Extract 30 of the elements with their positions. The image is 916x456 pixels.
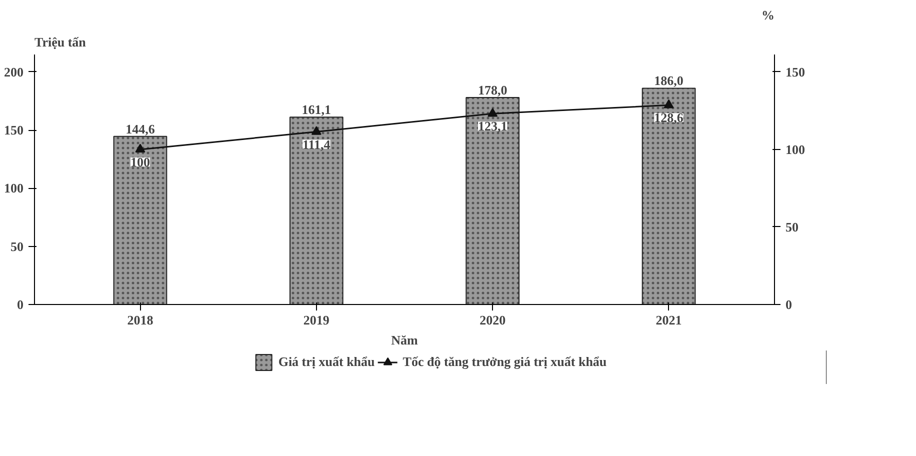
data-label: 123,1 xyxy=(478,118,508,134)
x-tick-label: 2020 xyxy=(480,312,506,328)
data-label: 178,0 xyxy=(478,82,508,98)
point xyxy=(311,126,322,135)
legend-label: Giá trị xuất khẩu xyxy=(278,354,375,370)
point xyxy=(488,108,498,117)
data-label: 186,0 xyxy=(654,73,684,88)
y-tick-label: 150 xyxy=(4,122,24,138)
y-axis-title: Triệu tấn xyxy=(34,34,87,50)
y2-tick-label: 100 xyxy=(786,142,805,157)
data-label: 144,6 xyxy=(126,121,156,136)
y2-tick-label: 0 xyxy=(786,297,792,312)
y-tick-label: 100 xyxy=(4,180,24,196)
data-label: 128,6 xyxy=(654,110,684,126)
data-label: 111,4 xyxy=(302,136,331,152)
y-tick-label: 0 xyxy=(17,297,24,312)
y2-tick-label: 50 xyxy=(786,219,798,234)
x-tick-label: 2019 xyxy=(303,312,330,328)
y2-axis-title: % xyxy=(762,8,774,22)
legend-label: Tốc độ tăng trưởng giá trị xuất khẩu xyxy=(402,354,607,370)
x-tick-label: 2021 xyxy=(656,312,682,328)
data-label: 161,1 xyxy=(302,102,332,118)
point xyxy=(664,99,674,108)
data-label: 100 xyxy=(130,154,150,170)
x-tick-label: 2018 xyxy=(127,312,154,328)
y-tick-label: 50 xyxy=(10,238,24,254)
y2-tick-label: 150 xyxy=(786,64,805,80)
x-axis-title: Năm xyxy=(391,332,418,348)
point xyxy=(135,144,146,153)
y-tick-label: 200 xyxy=(4,64,24,80)
